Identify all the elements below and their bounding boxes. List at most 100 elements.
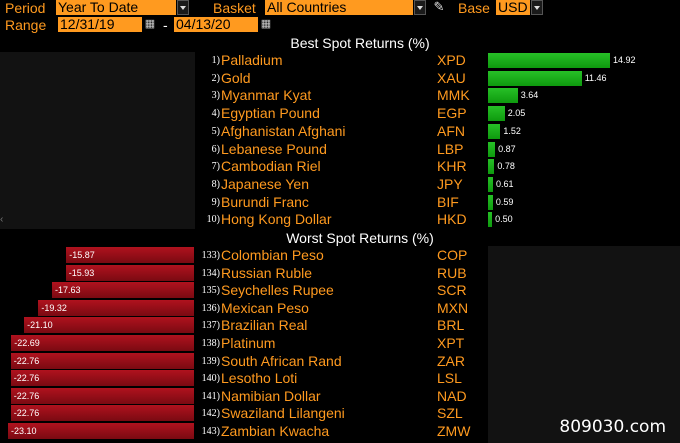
currency-name: Cambodian Riel (221, 158, 321, 175)
currency-name: Afghanistan Afghani (221, 122, 346, 139)
currency-name: Gold (221, 69, 251, 86)
period-dropdown-icon[interactable] (177, 0, 189, 15)
period-label: Period (5, 0, 46, 16)
best-left-panel (0, 52, 195, 229)
return-value: -22.69 (14, 338, 40, 348)
return-value: 3.64 (520, 90, 539, 101)
worst-row[interactable]: -22.69 138) Platinum XPT (0, 335, 680, 352)
return-bar (24, 317, 194, 334)
range-label: Range (5, 17, 47, 33)
best-row[interactable]: 4) Egyptian Pound EGP 2.05 (0, 105, 680, 122)
period-select[interactable]: Year To Date (56, 0, 176, 15)
return-bar (11, 335, 194, 351)
best-row[interactable]: 3) Myanmar Kyat MMK 3.64 (0, 87, 680, 104)
best-row[interactable]: 9) Burundi Franc BIF 0.59 (0, 194, 680, 211)
best-row[interactable]: 7) Cambodian Riel KHR 0.78 (0, 158, 680, 175)
calendar-icon[interactable]: ▦ (260, 18, 272, 30)
currency-code: LBP (437, 140, 464, 157)
currency-code: SZL (437, 405, 463, 422)
basket-select[interactable]: All Countries (265, 0, 413, 15)
calendar-icon[interactable]: ▦ (144, 18, 156, 30)
rank-number: 133) (201, 250, 220, 261)
chevron-left-icon[interactable]: ‹ (0, 214, 4, 225)
return-bar (488, 88, 518, 104)
pencil-icon[interactable]: ✎ (433, 0, 445, 14)
currency-name: Palladium (221, 52, 283, 68)
worst-row[interactable]: -22.76 141) Namibian Dollar NAD (0, 387, 680, 405)
worst-row[interactable]: -19.32 136) Mexican Peso MXN (0, 299, 680, 317)
rank-number: 139) (201, 355, 220, 367)
rank-number: 4) (211, 108, 220, 120)
return-bar (488, 106, 505, 122)
base-dropdown-icon[interactable] (531, 0, 543, 15)
best-row[interactable]: 10) Hong Kong Dollar HKD 0.50 (0, 211, 680, 228)
basket-dropdown-icon[interactable] (414, 0, 426, 15)
return-bar (488, 212, 493, 228)
rank-number: 7) (211, 161, 220, 173)
range-start-input[interactable]: 12/31/19 (58, 17, 142, 32)
return-bar (488, 176, 493, 192)
rank-number: 10) (206, 214, 220, 226)
best-returns-title: Best Spot Returns (%) (290, 35, 430, 51)
base-label: Base (458, 0, 490, 16)
return-bar (10, 387, 194, 404)
return-value: 1.52 (503, 125, 521, 136)
currency-code: NAD (437, 387, 467, 404)
best-row[interactable]: 8) Japanese Yen JPY 0.61 (0, 176, 680, 193)
return-bar (52, 282, 194, 299)
rank-number: 6) (211, 143, 220, 155)
currency-code: RUB (437, 264, 467, 281)
rank-number: 135) (201, 285, 220, 297)
range-separator: - (163, 17, 168, 33)
base-currency-select[interactable]: USD (496, 0, 530, 15)
worst-row[interactable]: -21.10 137) Brazilian Real BRL (0, 317, 680, 334)
return-bar (8, 423, 194, 439)
worst-row[interactable]: -15.87 133) Colombian Peso COP (0, 247, 680, 264)
return-value: 0.87 (498, 143, 516, 154)
best-row[interactable]: 2) Gold XAU 11.46 (0, 70, 680, 87)
currency-name: Platinum (221, 335, 276, 351)
return-bar (65, 264, 194, 281)
currency-code: ZAR (437, 352, 465, 369)
return-bar (488, 123, 501, 139)
worst-row[interactable]: -17.63 135) Seychelles Rupee SCR (0, 282, 680, 299)
rank-number: 140) (201, 373, 220, 385)
currency-name: Colombian Peso (221, 247, 324, 263)
currency-code: BIF (437, 193, 459, 210)
return-value: -23.10 (11, 426, 37, 436)
currency-code: XAU (437, 69, 466, 86)
rank-number: 9) (211, 196, 220, 208)
return-value: -22.76 (13, 355, 40, 366)
return-value: -17.63 (55, 285, 81, 296)
rank-number: 1) (211, 55, 220, 66)
currency-name: Brazilian Real (221, 317, 308, 334)
range-end-input[interactable]: 04/13/20 (174, 17, 258, 32)
worst-row[interactable]: -23.10 143) Zambian Kwacha ZMW (0, 423, 680, 440)
currency-name: Lesotho Loti (221, 370, 298, 387)
currency-code: LSL (437, 370, 462, 387)
return-value: -22.76 (13, 408, 40, 419)
rank-number: 141) (201, 390, 220, 402)
rank-number: 142) (201, 408, 220, 420)
currency-code: COP (437, 247, 468, 263)
worst-row[interactable]: -15.93 134) Russian Ruble RUB (0, 264, 680, 282)
currency-name: South African Rand (221, 352, 342, 369)
worst-row[interactable]: -22.76 140) Lesotho Loti LSL (0, 370, 680, 387)
return-bar (38, 299, 194, 316)
best-row[interactable]: 6) Lebanese Pound LBP 0.87 (0, 141, 680, 158)
currency-code: BRL (437, 317, 465, 334)
currency-code: XPD (437, 52, 466, 68)
currency-name: Russian Ruble (221, 264, 313, 281)
return-value: -15.87 (69, 250, 95, 260)
currency-code: XPT (437, 335, 465, 351)
return-value: 0.61 (495, 178, 514, 189)
return-value: 0.50 (495, 214, 513, 225)
best-row[interactable]: 5) Afghanistan Afghani AFN 1.52 (0, 123, 680, 140)
best-row[interactable]: 1) Palladium XPD 14.92 (0, 52, 680, 69)
return-value: 0.59 (495, 196, 514, 207)
rank-number: 8) (211, 178, 220, 190)
worst-row[interactable]: -22.76 142) Swaziland Lilangeni SZL (0, 405, 680, 422)
worst-row[interactable]: -22.76 139) South African Rand ZAR (0, 352, 680, 370)
watermark: 809030.com (559, 417, 666, 437)
return-bar (488, 194, 493, 210)
